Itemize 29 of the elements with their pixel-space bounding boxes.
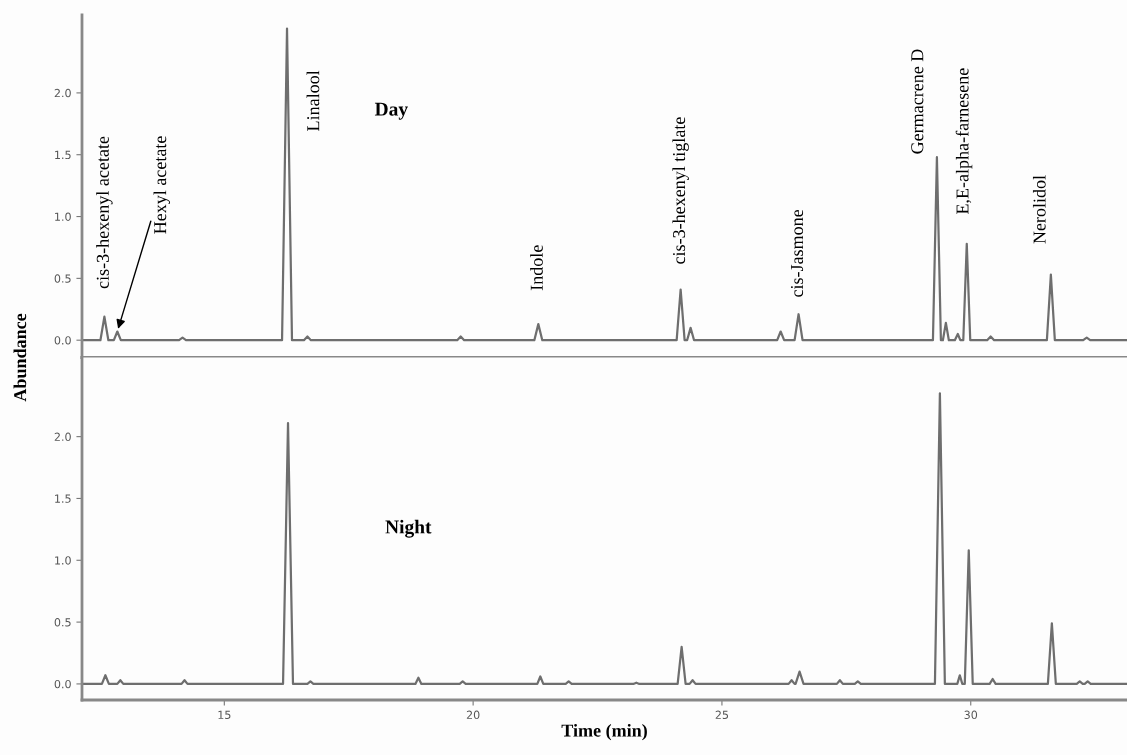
line-series (82, 392, 1127, 686)
x-axis-title: Time (min) (561, 723, 647, 741)
x-tick-label: 30 (964, 710, 978, 720)
x-tick-label: 20 (466, 710, 480, 720)
y-tick-label: 2.0 (54, 432, 71, 442)
y-tick-label: 0.0 (54, 336, 71, 345)
annotation: Nerolidol (1032, 175, 1046, 244)
y-tick-label: 0.5 (54, 618, 71, 627)
text: Night (385, 519, 432, 538)
annotation: Indole (530, 245, 543, 291)
annotation: cis-3-hexenyl acetate (96, 136, 113, 289)
line-series (82, 27, 1127, 342)
y-tick-label: 1.5 (55, 150, 71, 160)
x-tick-label: 25 (715, 710, 729, 720)
annotation: cis-Jasmone (790, 209, 804, 297)
y-tick-label: 0.5 (54, 274, 71, 283)
x-tick-label: 15 (218, 710, 231, 720)
y-tick-label: 0.0 (54, 679, 71, 689)
annotation: cis-3-hexenyl tiglate (672, 117, 689, 264)
text: Day (374, 102, 408, 120)
annotation: Germacrene D (911, 49, 924, 154)
y-tick-label: 1.0 (55, 556, 71, 565)
y-tick-label: 1.5 (55, 494, 71, 503)
annotation: Hexyl acetate (153, 136, 170, 234)
y-tick-label: 2.0 (54, 88, 71, 98)
y-tick-label: 1.0 (55, 212, 71, 221)
y-axis-title: Abundance (13, 313, 27, 402)
annotation: Linalool (306, 70, 320, 131)
annotation: E,E-alpha-farnesene (955, 68, 973, 215)
